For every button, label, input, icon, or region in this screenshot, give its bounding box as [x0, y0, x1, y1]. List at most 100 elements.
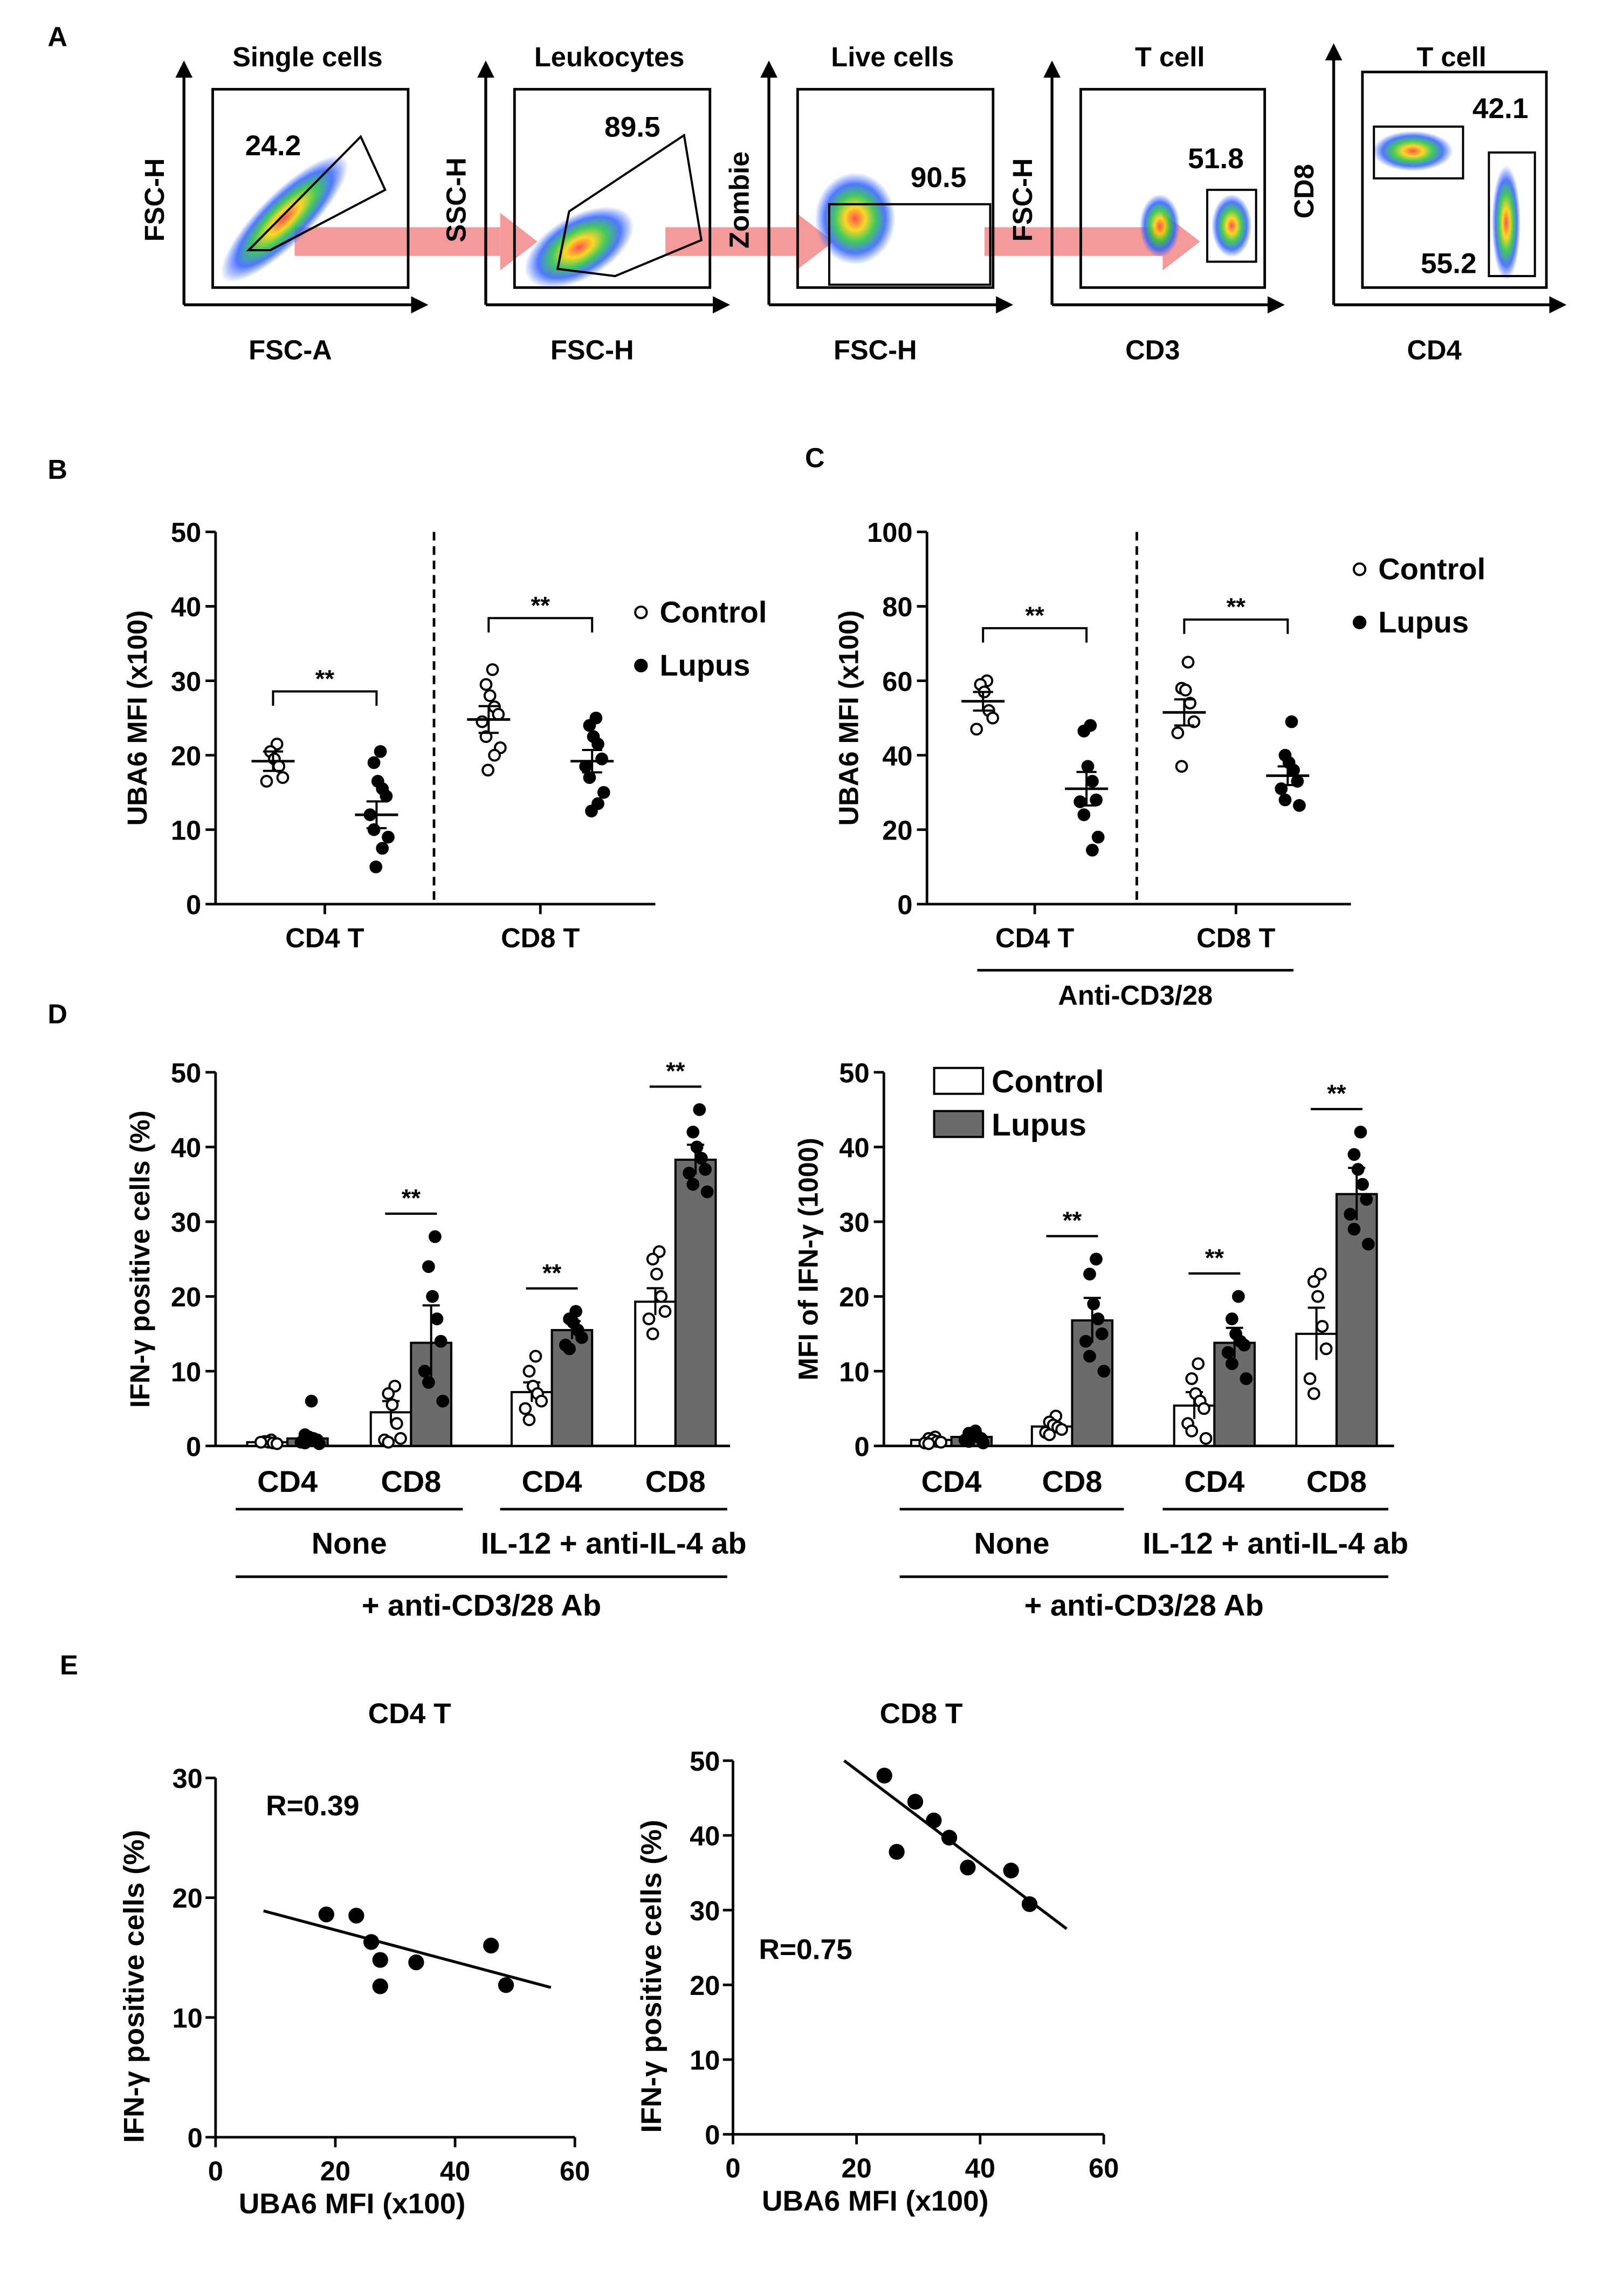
- category-label: CD4: [1184, 1464, 1244, 1498]
- data-point: [1043, 1428, 1056, 1441]
- y-tick-label: 10: [171, 815, 201, 845]
- gating-plot-2: Leukocytes FSC-H SSC-H 89.5: [441, 42, 731, 366]
- y-tick-label: 10: [171, 1357, 201, 1387]
- data-point: [591, 738, 604, 751]
- category-label: CD8 T: [501, 923, 580, 953]
- data-point: [382, 830, 395, 844]
- gating-plot-title: Live cells: [831, 42, 954, 72]
- data-point: [276, 771, 290, 784]
- significance-label: **: [402, 1185, 421, 1212]
- data-point: [382, 1435, 395, 1449]
- category-label: CD8: [1306, 1464, 1367, 1498]
- y-tick-label: 100: [867, 517, 912, 548]
- y-tick-label: 40: [171, 591, 201, 622]
- category-label: CD4: [522, 1464, 582, 1498]
- data-point: [483, 689, 497, 703]
- gating-y-label: CD8: [1289, 164, 1319, 218]
- data-point: [1181, 656, 1195, 669]
- data-point: [1175, 760, 1188, 773]
- legend-marker: [1352, 562, 1367, 576]
- data-point: [1354, 1125, 1367, 1139]
- data-point: [1347, 1148, 1361, 1161]
- gating-plot-title: Single cells: [232, 42, 383, 72]
- data-point: [658, 1305, 672, 1318]
- data-point: [367, 756, 381, 769]
- data-point: [436, 1394, 450, 1408]
- gating-y-label: SSC-H: [441, 157, 472, 243]
- data-point: [1237, 1338, 1251, 1352]
- y-tick-label: 20: [171, 1282, 201, 1312]
- data-point: [529, 1350, 542, 1363]
- y-tick-label: 30: [171, 1207, 201, 1238]
- x-tick-label: 40: [440, 2156, 470, 2186]
- data-point: [318, 1907, 334, 1923]
- data-point: [394, 1432, 407, 1445]
- category-label: CD4: [921, 1464, 982, 1498]
- gate-rectangle: [1373, 125, 1464, 180]
- gating-x-label: FSC-H: [834, 335, 917, 366]
- gating-plot-frame: [1361, 71, 1548, 289]
- correlation-annotation: R=0.75: [759, 1933, 852, 1965]
- data-point: [1192, 1357, 1205, 1371]
- significance-label: **: [1327, 1080, 1346, 1107]
- data-point: [686, 1125, 700, 1139]
- data-point: [1090, 793, 1103, 807]
- significance-label: **: [1205, 1244, 1224, 1272]
- gating-plot-title: T cell: [1135, 42, 1205, 72]
- gating-arrow-body: [984, 227, 1163, 256]
- data-point: [1077, 724, 1091, 738]
- gate-polygon: [556, 133, 703, 278]
- data-point: [434, 1334, 448, 1348]
- data-point: [889, 1843, 905, 1860]
- data-point: [522, 1413, 536, 1427]
- y-tick-label: 40: [171, 1132, 201, 1163]
- data-point: [1344, 1208, 1357, 1221]
- panel-d-mfi: 0 10 20 30 40 50 MFI of IFN-γ (1000) CD4 CD8 ** CD…: [793, 1057, 1408, 1622]
- data-point: [1240, 1372, 1253, 1385]
- data-point: [1231, 1290, 1245, 1303]
- data-point: [476, 715, 489, 728]
- data-point: [595, 752, 609, 766]
- significance-bracket: [487, 617, 594, 633]
- data-point: [1303, 1372, 1317, 1385]
- y-tick-label: 40: [839, 1132, 869, 1163]
- y-axis-label: UBA6 MFI (x100): [122, 610, 153, 825]
- plot-title: CD8 T: [880, 1698, 963, 1730]
- legend-marker: [634, 658, 648, 673]
- y-tick-label: 50: [171, 1057, 201, 1088]
- gate-value: 55.2: [1421, 248, 1477, 280]
- data-point: [488, 748, 501, 762]
- y-tick-label: 20: [839, 1282, 869, 1312]
- data-point: [380, 789, 393, 803]
- density-cloud: [1491, 165, 1521, 281]
- y-tick-label: 30: [171, 666, 201, 697]
- data-point: [876, 1767, 892, 1784]
- data-point: [1090, 1253, 1103, 1266]
- data-point: [367, 823, 381, 836]
- x-tick-label: 20: [320, 2156, 350, 2186]
- data-point: [522, 1365, 536, 1378]
- density-cloud: [524, 207, 634, 288]
- y-axis-label: MFI of IFN-γ (1000): [793, 1138, 824, 1380]
- data-point: [1097, 1365, 1111, 1378]
- data-point: [650, 1268, 663, 1281]
- significance-label: **: [1026, 602, 1045, 629]
- data-point: [926, 1812, 942, 1829]
- legend-label: Lupus: [659, 648, 750, 682]
- data-point: [382, 1387, 395, 1400]
- data-point: [976, 1436, 990, 1450]
- y-tick-label: 20: [882, 815, 912, 845]
- data-point: [962, 1435, 975, 1448]
- y-axis-label: IFN-γ positive cells (%): [119, 1830, 150, 2143]
- gating-plot-title: Leukocytes: [534, 42, 685, 72]
- data-point: [422, 1260, 435, 1273]
- y-tick-label: 0: [186, 890, 201, 920]
- y-tick-label: 40: [690, 1821, 720, 1852]
- data-point: [1079, 1334, 1092, 1348]
- gating-y-label: FSC-H: [139, 158, 170, 242]
- gating-plot-frame: [211, 88, 410, 289]
- data-point: [1221, 1346, 1235, 1359]
- data-point: [690, 1140, 704, 1154]
- data-point: [1171, 726, 1185, 740]
- gating-x-label: FSC-H: [550, 335, 634, 366]
